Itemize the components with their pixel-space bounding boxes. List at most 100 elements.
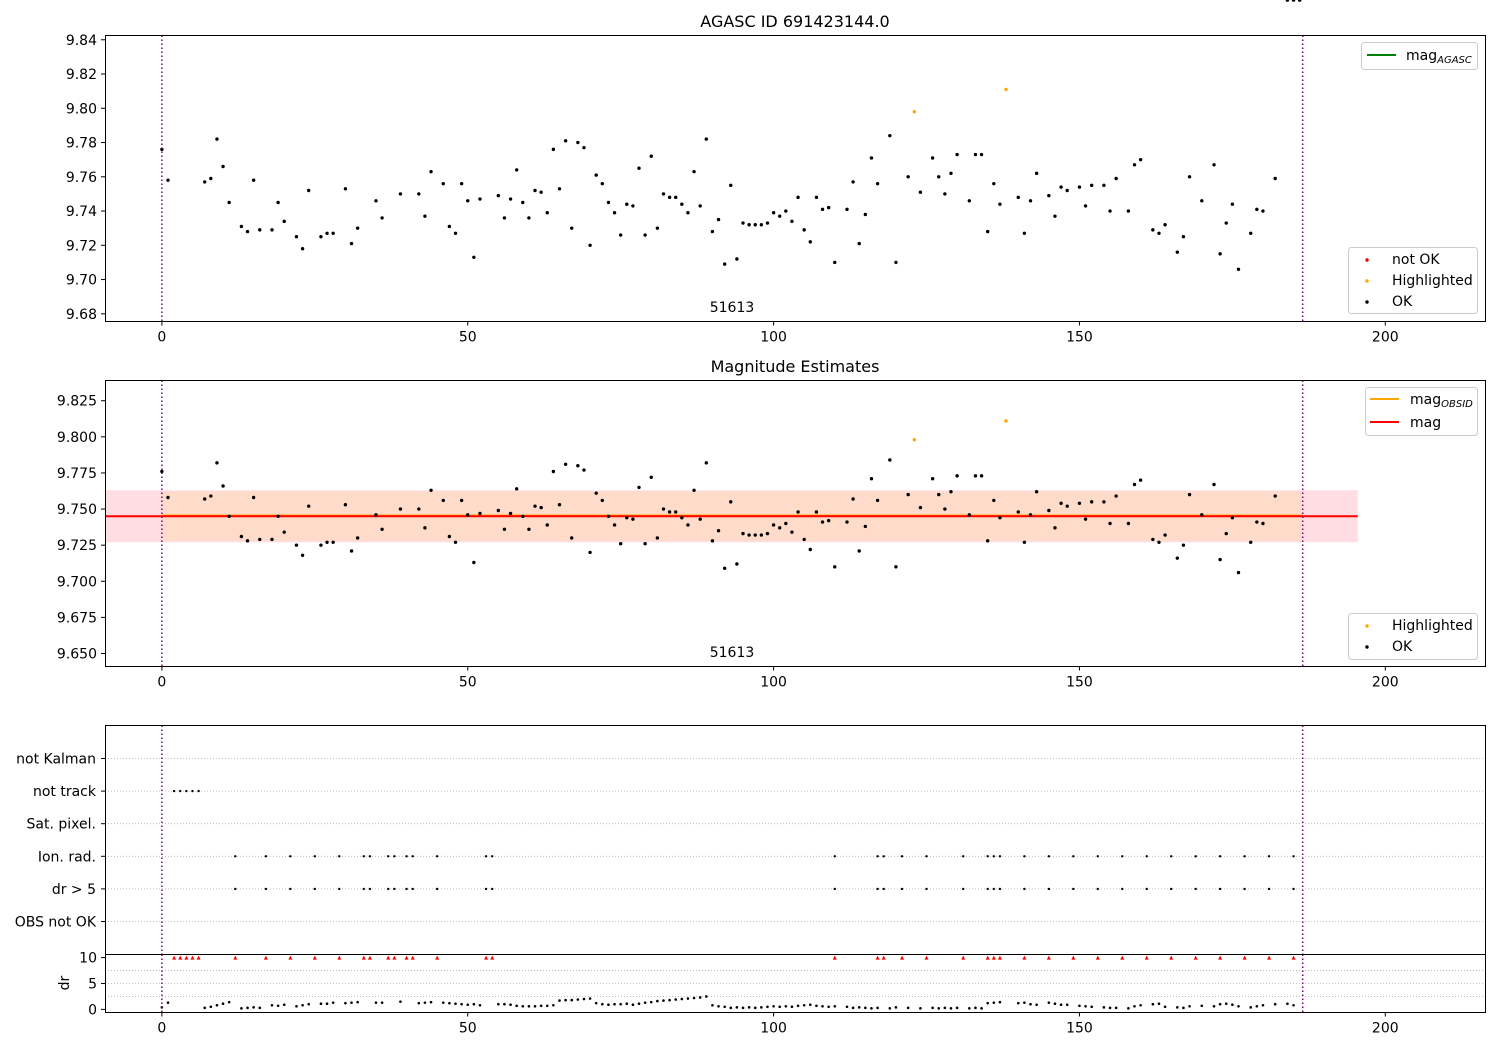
ok-point — [1022, 540, 1027, 544]
agasc-magnitude-panel: AGASC ID 691423144.0 51613 0 50 100 150 200 … — [66, 0, 1486, 346]
ok-point — [686, 523, 690, 527]
dr-point — [1292, 1003, 1295, 1007]
ok-point — [998, 516, 1002, 520]
ok-point — [215, 461, 219, 465]
dr-point — [1224, 1002, 1228, 1005]
flags-panel: not Kalman not track Sat. pixel. Ion. rad. d… — [15, 0, 1486, 1037]
ok-point — [521, 514, 525, 518]
dr-point — [374, 1001, 378, 1004]
ok-point — [778, 214, 782, 218]
dr-clipped-marker — [924, 955, 929, 960]
ok-point — [698, 204, 702, 208]
dr-point — [796, 1004, 800, 1008]
ok-point — [221, 484, 225, 488]
ok-point — [594, 173, 598, 177]
dr-point — [417, 1001, 421, 1005]
y-tick-label: 5 — [88, 977, 97, 993]
ok-point — [857, 549, 861, 553]
ok-point — [502, 527, 507, 531]
ok-point — [459, 181, 464, 186]
ok-point — [643, 233, 647, 237]
dr-clipped-marker — [881, 955, 886, 960]
ok-point — [606, 514, 611, 518]
dr-point — [851, 1006, 855, 1010]
legend-label-highlighted: Highlighted — [1392, 618, 1473, 634]
ok-point — [918, 505, 923, 510]
flag-label: dr > 5 — [52, 882, 96, 898]
ok-point — [557, 503, 562, 507]
dr-clipped-marker — [1071, 955, 1076, 960]
ok-point — [753, 223, 757, 227]
panel-title-magnitude-estimates: Magnitude Estimates — [711, 357, 880, 376]
ok-point — [319, 235, 323, 239]
ok-point — [258, 228, 262, 232]
ok-point — [722, 566, 727, 570]
ok-point — [967, 199, 972, 203]
ok-point — [1059, 501, 1063, 505]
dr-point — [423, 1001, 427, 1004]
ok-point — [949, 490, 953, 494]
ok-point — [1114, 176, 1118, 181]
ok-point — [894, 260, 898, 265]
ok-point — [826, 518, 831, 523]
dr-clipped-marker — [361, 955, 366, 960]
ok-point — [680, 516, 684, 520]
dr-point — [968, 1007, 971, 1010]
flag-point — [986, 855, 989, 858]
dr-point — [735, 1006, 739, 1009]
dr-clipped-marker — [900, 955, 905, 960]
ok-point — [276, 514, 280, 518]
ok-point — [1212, 482, 1216, 487]
dr-clipped-marker — [1193, 955, 1198, 960]
ok-point — [631, 204, 635, 208]
ok-point — [453, 540, 458, 544]
ok-point — [508, 197, 513, 201]
dr-point — [215, 1003, 219, 1007]
dr-point — [472, 1002, 476, 1006]
ok-point — [1108, 521, 1112, 526]
ok-point — [1230, 516, 1235, 520]
legend-lines: magAGASC — [1361, 42, 1478, 70]
flag-point — [172, 789, 176, 793]
ok-point — [1273, 494, 1277, 498]
ok-point — [343, 187, 348, 191]
ok-point — [294, 543, 299, 547]
ok-point — [655, 536, 660, 540]
ok-point — [937, 175, 941, 179]
dr-clipped-marker — [1218, 955, 1223, 960]
ok-point — [765, 221, 770, 225]
flag-point — [925, 887, 928, 891]
highlighted-point — [912, 110, 916, 114]
ok-point — [735, 562, 739, 566]
ok-point — [251, 495, 256, 500]
dr-point — [723, 1005, 726, 1009]
ok-point — [1187, 175, 1192, 179]
ok-point — [533, 504, 537, 508]
ok-point — [331, 540, 335, 544]
ok-point — [802, 537, 806, 542]
ok-point — [1083, 204, 1088, 208]
dr-point — [295, 1004, 298, 1008]
x-tick-label: 50 — [459, 1021, 477, 1037]
dr-point — [986, 1001, 989, 1005]
x-tick-label: 150 — [1066, 330, 1093, 346]
ok-point — [1089, 500, 1094, 504]
dr-point — [625, 1002, 629, 1005]
ok-point — [674, 510, 678, 514]
dr-clipped-marker — [172, 955, 177, 960]
ok-point — [918, 190, 923, 194]
dr-point — [637, 1002, 641, 1005]
ok-point — [875, 181, 880, 186]
ok-point — [306, 504, 311, 508]
dr-point — [166, 1001, 170, 1004]
ok-point — [1028, 199, 1033, 203]
y-tick-label: 9.84 — [66, 33, 97, 49]
ok-point — [1181, 543, 1186, 547]
ok-point — [551, 147, 556, 152]
flag-point — [876, 887, 879, 891]
dr-clipped-marker — [832, 955, 837, 960]
legend-box — [1348, 247, 1478, 314]
dr-point — [1286, 1002, 1289, 1005]
ok-point — [784, 521, 788, 526]
ok-point — [998, 202, 1002, 206]
